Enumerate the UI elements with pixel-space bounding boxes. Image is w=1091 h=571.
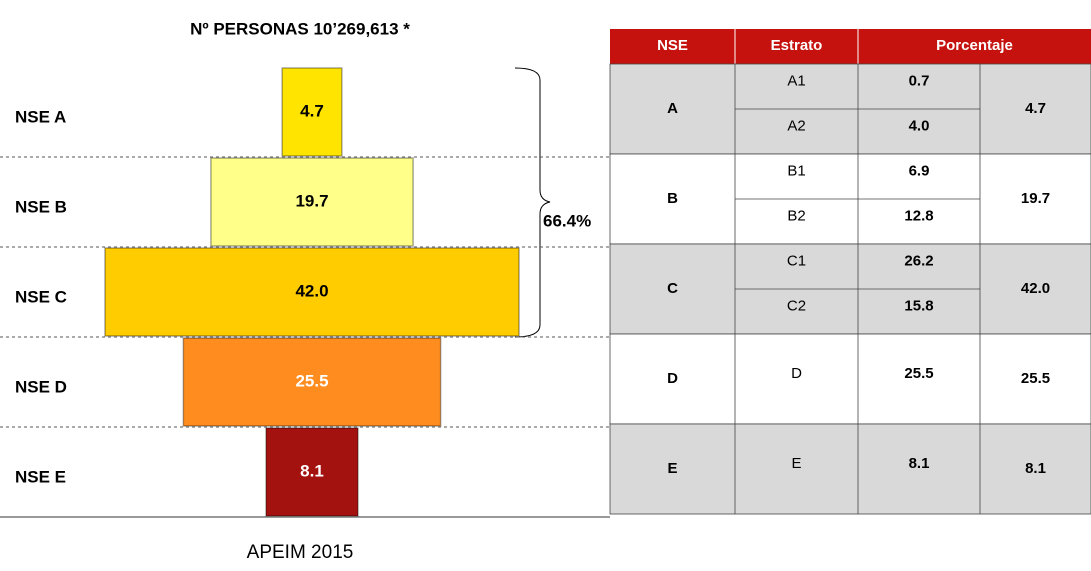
- cell: B: [667, 190, 678, 207]
- value-label: 8.1: [300, 461, 324, 480]
- category-label: NSE E: [15, 467, 66, 486]
- cell: E: [791, 455, 801, 472]
- category-label: NSE D: [15, 377, 67, 396]
- value-label: 25.5: [295, 371, 328, 390]
- row-bg: [609, 423, 1091, 515]
- header: NSE: [657, 37, 688, 54]
- cell: 12.8: [904, 207, 933, 224]
- bar: [265, 427, 359, 517]
- chart-title: Nº PERSONAS 10’269,613 *: [190, 19, 410, 38]
- cell: 25.5: [904, 365, 933, 382]
- cell: D: [791, 365, 802, 382]
- bar: [210, 157, 414, 247]
- annotation: 66.4%: [543, 211, 591, 230]
- cell: 0.7: [909, 72, 930, 89]
- header: Porcentaje: [936, 37, 1013, 54]
- cell: 4.0: [909, 117, 930, 134]
- category-label: NSE A: [15, 107, 66, 126]
- cell: 42.0: [1021, 280, 1050, 297]
- value-label: 42.0: [295, 281, 328, 300]
- bar: [281, 67, 343, 157]
- cell: A1: [787, 72, 805, 89]
- cell: 25.5: [1021, 370, 1050, 387]
- cell: 4.7: [1025, 100, 1046, 117]
- cell: B1: [787, 162, 805, 179]
- cell: 15.8: [904, 297, 933, 314]
- cell: C2: [787, 297, 806, 314]
- cell: C: [667, 280, 678, 297]
- cell: D: [667, 370, 678, 387]
- row-bg: [609, 333, 1091, 425]
- value-label: 4.7: [300, 101, 324, 120]
- bar: [182, 337, 442, 427]
- cell: 8.1: [909, 455, 930, 472]
- bracket: [514, 67, 551, 338]
- cell: 8.1: [1025, 460, 1046, 477]
- category-label: NSE B: [15, 197, 67, 216]
- cell: A: [667, 100, 678, 117]
- cell: 19.7: [1021, 190, 1050, 207]
- value-label: 19.7: [295, 191, 328, 210]
- cell: E: [667, 460, 677, 477]
- cell: B2: [787, 207, 805, 224]
- category-label: NSE C: [15, 287, 67, 306]
- cell: 6.9: [909, 162, 930, 179]
- cell: C1: [787, 252, 806, 269]
- source: APEIM 2015: [247, 542, 354, 563]
- cell: 26.2: [904, 252, 933, 269]
- bar: [104, 247, 520, 337]
- header-bg: [610, 29, 1091, 64]
- cell: A2: [787, 117, 805, 134]
- header: Estrato: [771, 37, 823, 54]
